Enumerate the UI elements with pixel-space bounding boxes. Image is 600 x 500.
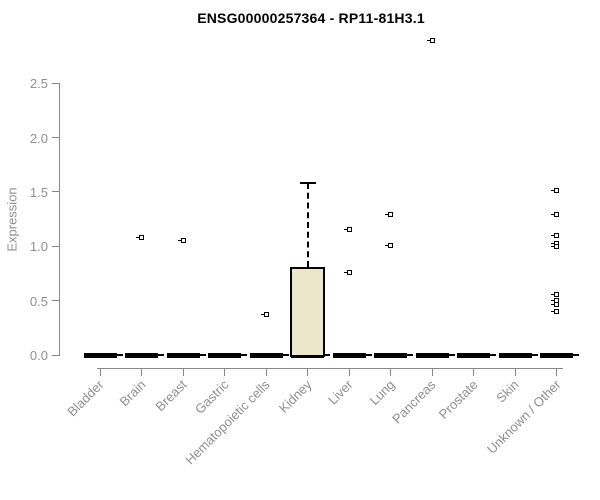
data-point-stub — [551, 190, 554, 192]
zero-box-tail — [448, 354, 455, 356]
y-axis-tick — [52, 137, 59, 139]
data-point — [554, 212, 559, 218]
data-point-stub — [551, 304, 554, 306]
x-axis-tick — [431, 368, 433, 376]
zero-box-gastric — [208, 352, 241, 358]
y-tick-label: 2.0 — [29, 130, 48, 146]
y-axis-tick — [52, 245, 59, 247]
data-point — [388, 242, 393, 248]
y-tick-label: 0.5 — [29, 293, 48, 309]
zero-box-tail — [365, 354, 372, 356]
zero-box-tail — [324, 354, 330, 356]
x-axis-tick — [265, 368, 267, 376]
zero-box-liver — [332, 352, 366, 358]
data-point — [554, 243, 559, 249]
zero-box-bladder — [83, 352, 117, 358]
y-axis-tick — [52, 300, 59, 302]
x-axis-tick — [141, 368, 142, 376]
data-point-stub — [260, 314, 264, 316]
y-tick-label: 0.0 — [29, 348, 48, 363]
zero-box-tail — [407, 354, 413, 356]
y-axis-tick — [52, 191, 59, 193]
data-point — [263, 312, 269, 318]
y-axis-tick — [52, 82, 59, 84]
zero-box-tail — [531, 354, 538, 356]
zero-box-prostate — [457, 352, 490, 358]
y-axis-label: Expression — [4, 187, 20, 252]
data-point-stub — [343, 229, 347, 231]
box-kidney — [290, 266, 325, 357]
x-axis-line — [97, 368, 563, 369]
x-axis-tick — [99, 368, 101, 376]
data-point — [180, 238, 186, 244]
zero-box-tail — [282, 354, 289, 356]
zero-box-skin — [498, 352, 532, 358]
zero-box-tail — [490, 354, 496, 356]
x-axis-tick — [224, 368, 225, 376]
y-tick-label: 2.5 — [29, 76, 48, 92]
zero-box-tail — [573, 354, 579, 356]
data-point-stub — [551, 214, 554, 216]
x-axis-tick — [390, 368, 391, 376]
zero-box-unknown-other — [540, 352, 573, 358]
data-point — [554, 291, 559, 297]
data-point — [388, 212, 393, 218]
data-point-stub — [385, 244, 388, 246]
data-point — [554, 309, 559, 315]
data-point-stub — [136, 237, 139, 239]
y-tick-label: 1.0 — [29, 239, 48, 255]
zero-box-pancreas — [415, 352, 449, 358]
data-point-stub — [551, 311, 554, 313]
x-axis-tick — [514, 368, 516, 376]
data-point-stub — [385, 214, 388, 216]
data-point — [346, 269, 352, 275]
data-point-stub — [551, 300, 554, 302]
data-point-stub — [426, 40, 430, 42]
x-axis-tick — [556, 368, 557, 376]
data-point — [554, 302, 559, 308]
data-point — [554, 188, 559, 194]
y-axis-line — [59, 83, 60, 356]
data-point-stub — [551, 234, 554, 236]
data-point-stub — [551, 245, 554, 247]
zero-box-breast — [166, 352, 200, 358]
chart-title: ENSG00000257364 - RP11-81H3.1 — [197, 10, 425, 26]
zero-box-tail — [241, 354, 247, 356]
x-axis-tick — [473, 368, 474, 376]
zero-box-tail — [116, 354, 123, 356]
zero-box-tail — [158, 354, 164, 356]
upper-whisker-cap — [299, 182, 316, 185]
upper-whisker — [306, 183, 309, 267]
zero-box-brain — [125, 352, 158, 358]
data-point — [554, 232, 559, 238]
data-point-stub — [343, 271, 347, 273]
data-point — [429, 38, 435, 44]
data-point — [139, 235, 144, 241]
x-axis-tick — [307, 368, 308, 376]
zero-box-hematopoietic-cells — [249, 352, 283, 358]
y-tick-label: 1.5 — [29, 184, 48, 200]
data-point-stub — [551, 242, 554, 244]
zero-box-tail — [199, 354, 206, 356]
data-point-stub — [177, 240, 181, 242]
x-axis-tick — [182, 368, 184, 376]
data-point-stub — [551, 293, 554, 295]
data-point — [346, 227, 352, 233]
y-axis-tick — [52, 354, 59, 356]
zero-box-lung — [374, 352, 407, 358]
x-axis-tick — [348, 368, 350, 376]
